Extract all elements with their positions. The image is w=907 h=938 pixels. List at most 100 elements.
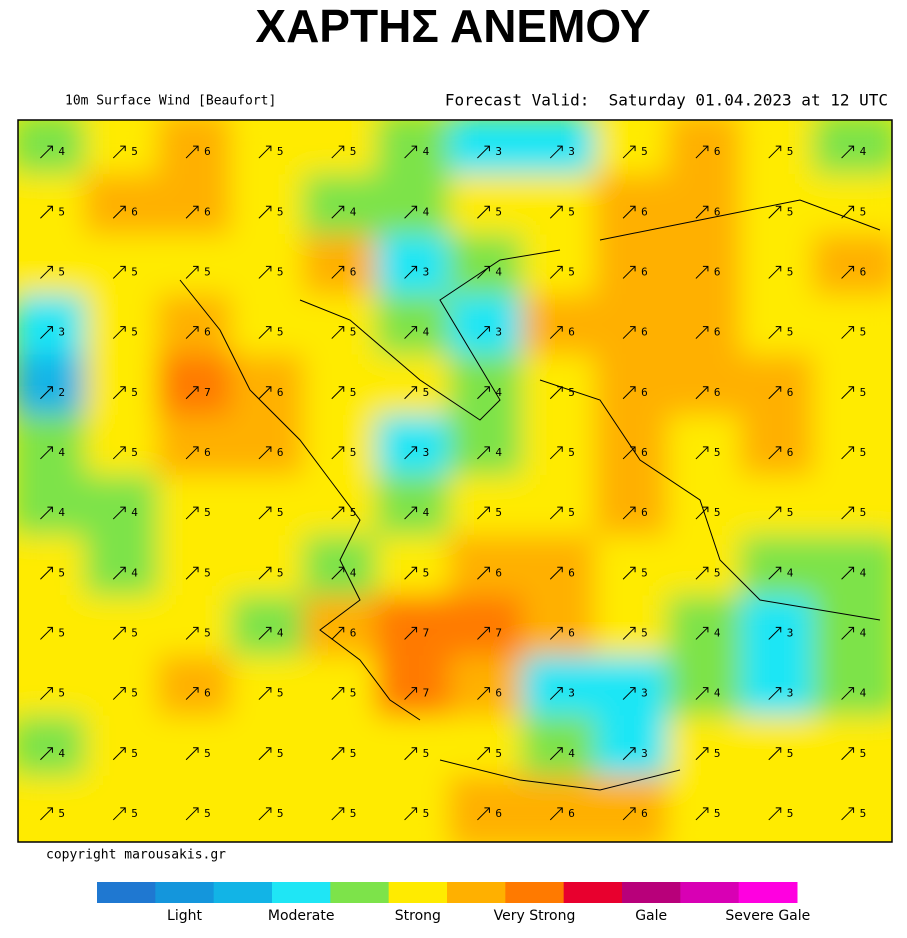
wind-map: 4 5 6 5 5 4 3 3 5 6 5 4 5 6 6 5 4 4 5 5 6 6 5 5 5 5 5 5 6 3 4 5 6 6 5 6 3 5 6 5… bbox=[18, 120, 892, 842]
legend-swatch bbox=[330, 882, 390, 903]
wind-cell bbox=[18, 234, 97, 307]
wind-arrow bbox=[258, 326, 272, 339]
wind-arrow bbox=[841, 566, 855, 580]
wind-value: 5 bbox=[131, 626, 138, 639]
wind-arrow bbox=[841, 687, 855, 700]
wind-arrow bbox=[185, 145, 199, 159]
wind-value: 7 bbox=[495, 626, 502, 639]
wind-value: 4 bbox=[860, 566, 867, 579]
wind-cell bbox=[813, 595, 892, 668]
wind-value: 6 bbox=[495, 807, 502, 820]
wind-cell bbox=[521, 595, 607, 668]
wind-cell bbox=[521, 655, 607, 728]
wind-cell bbox=[449, 354, 534, 427]
wind-cell bbox=[521, 294, 607, 367]
wind-value: 4 bbox=[423, 326, 430, 339]
wind-value: 6 bbox=[350, 265, 357, 278]
wind-cell bbox=[667, 655, 753, 728]
wind-arrow bbox=[258, 265, 272, 279]
wind-value: 5 bbox=[131, 747, 138, 760]
wind-value: 5 bbox=[277, 747, 284, 760]
wind-value: 6 bbox=[714, 205, 721, 218]
wind-value: 4 bbox=[131, 566, 138, 579]
wind-value: 6 bbox=[641, 265, 648, 278]
wind-cell bbox=[449, 775, 534, 842]
wind-arrow bbox=[695, 747, 709, 761]
wind-cell bbox=[449, 715, 534, 788]
wind-value: 6 bbox=[495, 687, 502, 700]
wind-cell bbox=[740, 655, 826, 728]
wind-cell bbox=[84, 414, 170, 487]
wind-cell bbox=[303, 715, 389, 788]
wind-value: 6 bbox=[641, 386, 648, 399]
wind-value: 3 bbox=[423, 265, 430, 278]
wind-cell bbox=[84, 174, 170, 247]
legend-label: Very Strong bbox=[494, 908, 576, 924]
wind-value: 5 bbox=[204, 566, 211, 579]
wind-cell bbox=[449, 535, 534, 608]
wind-cell bbox=[667, 294, 753, 367]
wind-arrow bbox=[841, 747, 855, 761]
wind-arrow bbox=[549, 205, 563, 219]
wind-arrow bbox=[768, 265, 782, 279]
wind-cell bbox=[667, 535, 753, 608]
wind-arrow bbox=[768, 747, 782, 761]
wind-value: 6 bbox=[277, 386, 284, 399]
wind-cell bbox=[18, 535, 97, 608]
wind-arrow bbox=[841, 145, 855, 159]
wind-cell bbox=[594, 775, 680, 842]
wind-arrow bbox=[695, 145, 709, 159]
wind-value: 6 bbox=[204, 326, 211, 339]
wind-arrow bbox=[622, 506, 636, 520]
wind-value: 6 bbox=[714, 386, 721, 399]
wind-value: 5 bbox=[131, 807, 138, 820]
wind-arrow bbox=[549, 265, 563, 279]
wind-arrow bbox=[185, 386, 199, 400]
wind-value: 5 bbox=[787, 205, 794, 218]
wind-value: 4 bbox=[568, 747, 575, 760]
wind-arrow bbox=[258, 446, 272, 460]
wind-value: 5 bbox=[131, 145, 138, 158]
wind-value: 6 bbox=[204, 446, 211, 459]
legend-label: Moderate bbox=[268, 908, 335, 924]
wind-value: 5 bbox=[860, 747, 867, 760]
wind-arrow bbox=[185, 265, 199, 279]
wind-value: 5 bbox=[568, 205, 575, 218]
wind-cell bbox=[84, 475, 170, 548]
wind-arrow bbox=[112, 265, 126, 279]
wind-cell bbox=[303, 354, 389, 427]
wind-value: 4 bbox=[58, 747, 65, 760]
wind-cell bbox=[813, 655, 892, 728]
wind-cell bbox=[157, 234, 243, 307]
wind-arrow bbox=[331, 626, 345, 640]
wind-value: 6 bbox=[131, 205, 138, 218]
wind-cell bbox=[667, 595, 753, 668]
wind-value: 5 bbox=[277, 807, 284, 820]
wind-arrows: 4 5 6 5 5 4 3 3 5 6 5 4 5 6 6 5 4 4 5 5 6 6 5 5 5 5 5 5 6 3 4 5 6 6 5 6 3 5 6 5… bbox=[40, 145, 867, 821]
wind-cell bbox=[667, 354, 753, 427]
wind-arrow bbox=[112, 807, 126, 821]
wind-value: 5 bbox=[277, 687, 284, 700]
legend-swatch bbox=[505, 882, 565, 903]
wind-arrow bbox=[768, 506, 782, 520]
wind-value: 6 bbox=[714, 145, 721, 158]
wind-cell bbox=[521, 715, 607, 788]
wind-value: 6 bbox=[568, 326, 575, 339]
legend-swatch bbox=[447, 882, 506, 903]
wind-value: 5 bbox=[58, 626, 65, 639]
wind-value: 6 bbox=[787, 446, 794, 459]
wind-value: 5 bbox=[423, 566, 430, 579]
wind-value: 5 bbox=[495, 747, 502, 760]
legend-swatch bbox=[213, 882, 273, 903]
wind-arrow bbox=[331, 687, 345, 700]
wind-value: 5 bbox=[58, 265, 65, 278]
wind-value: 5 bbox=[714, 506, 721, 519]
wind-arrow bbox=[695, 205, 709, 219]
wind-arrow bbox=[768, 326, 782, 339]
wind-value: 3 bbox=[58, 326, 65, 339]
wind-value: 5 bbox=[860, 446, 867, 459]
wind-arrow bbox=[549, 626, 563, 640]
wind-value: 5 bbox=[641, 566, 648, 579]
wind-arrow bbox=[404, 506, 418, 520]
wind-value: 5 bbox=[787, 506, 794, 519]
